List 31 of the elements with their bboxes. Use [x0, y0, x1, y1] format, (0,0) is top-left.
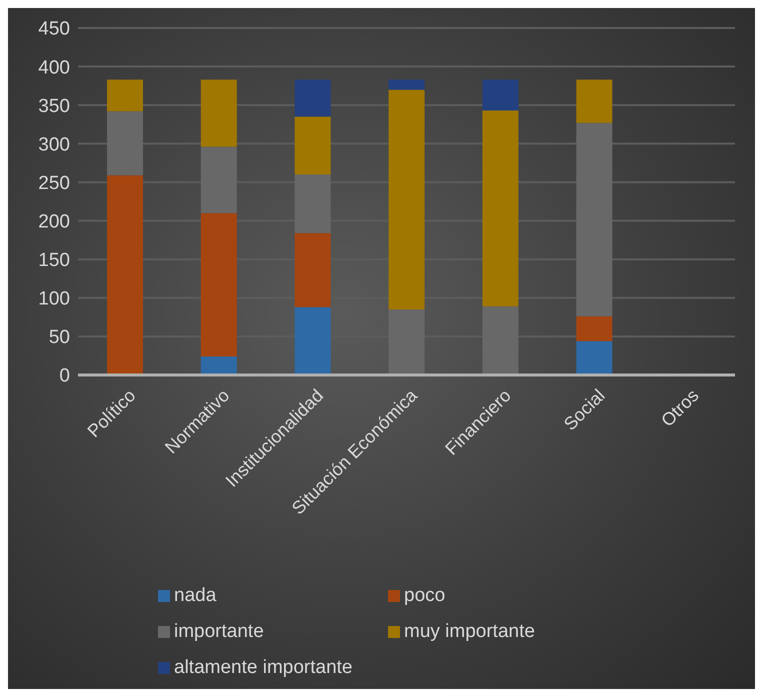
bar [200, 80, 237, 147]
legend-label: nada [174, 585, 216, 607]
legend-label: poco [404, 585, 446, 607]
legend-label: muy importante [404, 621, 535, 643]
bar [294, 116, 331, 175]
bar [576, 316, 612, 342]
legend-label: altamente importante [174, 657, 352, 679]
bar [482, 110, 518, 306]
y-tick-label: 200 [38, 212, 70, 233]
bar [107, 175, 143, 375]
y-tick-label: 100 [38, 288, 70, 310]
y-tick-label: 250 [38, 172, 70, 194]
bar [294, 233, 331, 308]
legend-label: importante [174, 621, 264, 643]
y-tick-label: 300 [38, 134, 70, 156]
bar [576, 80, 612, 123]
bar [388, 90, 425, 310]
bar [388, 80, 425, 90]
bar [294, 307, 331, 375]
y-tick-label: 350 [38, 96, 70, 117]
y-tick-label: 150 [38, 250, 70, 272]
y-tick-label: 400 [38, 57, 70, 78]
y-tick-label: 50 [48, 327, 70, 348]
bar [200, 356, 237, 375]
bar [200, 213, 237, 356]
y-tick-label: 450 [38, 18, 70, 40]
bar [107, 80, 143, 112]
bar [294, 80, 331, 117]
y-tick-label: 0 [59, 366, 70, 387]
bar [576, 341, 612, 375]
bar [482, 80, 518, 111]
